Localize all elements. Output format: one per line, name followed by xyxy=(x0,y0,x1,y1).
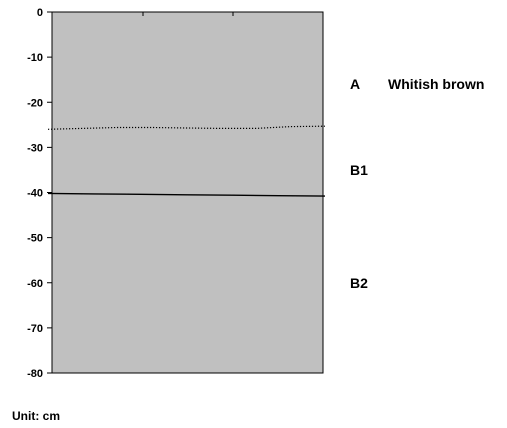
depth-tick-label: -30 xyxy=(27,142,43,154)
unit-label: Unit: cm xyxy=(12,409,60,423)
boundary-dotted-line xyxy=(47,125,326,130)
boundary-solid-line xyxy=(47,192,326,197)
depth-tick-label: -80 xyxy=(27,368,43,380)
depth-tick-label: -60 xyxy=(27,278,43,290)
horizon-labels: A Whitish brown B1 B2 xyxy=(350,76,484,291)
depth-tick-label: -10 xyxy=(27,52,43,64)
depth-tick-label: -40 xyxy=(27,188,43,200)
depth-axis: 0 -10 -20 -30 -40 -50 -60 -70 -80 xyxy=(27,7,234,380)
depth-tick-label: 0 xyxy=(37,7,43,19)
horizon-boundaries xyxy=(47,125,326,197)
depth-tick-label: -50 xyxy=(27,233,43,245)
depth-tick-label: -20 xyxy=(27,97,43,109)
horizon-description: Whitish brown xyxy=(388,76,484,92)
depth-tick-label: -70 xyxy=(27,323,43,335)
horizon-code-b2: B2 xyxy=(350,275,368,291)
horizon-code-a: A xyxy=(350,76,360,92)
profile-panel xyxy=(51,11,324,374)
horizon-code-b1: B1 xyxy=(350,162,368,178)
